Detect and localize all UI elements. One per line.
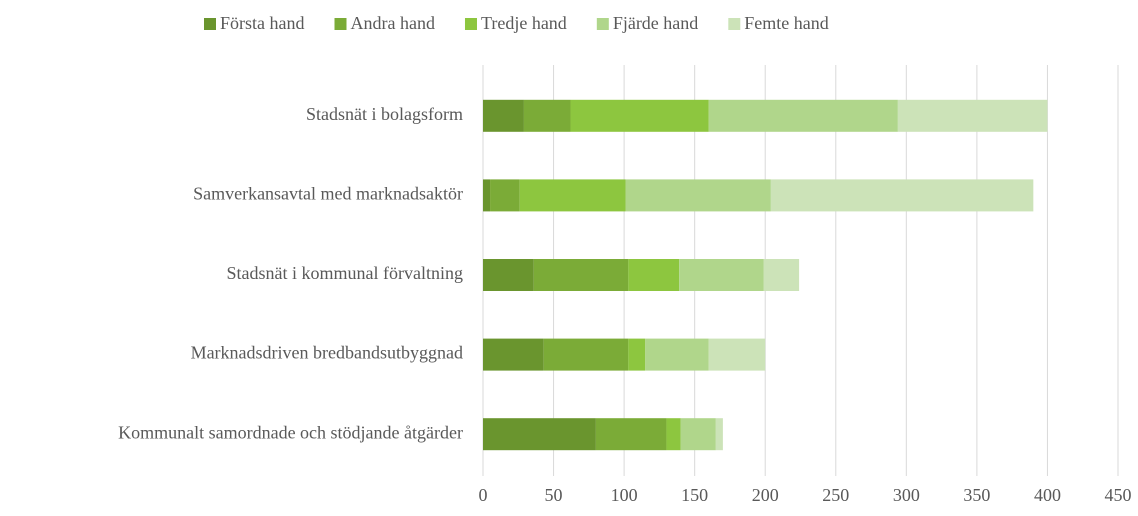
- bar-segment: [523, 99, 571, 132]
- y-tick-label: Stadsnät i bolagsform: [306, 104, 463, 124]
- legend-label: Tredje hand: [481, 13, 567, 33]
- bar-segment: [490, 179, 520, 212]
- bar-segment: [543, 338, 629, 371]
- bar-segment: [483, 338, 544, 371]
- y-tick-label: Samverkansavtal med marknadsaktör: [193, 184, 463, 204]
- bar-segment: [533, 259, 629, 291]
- bar-segment: [483, 99, 524, 132]
- legend-label: Fjärde hand: [613, 13, 698, 33]
- bar-segment: [708, 99, 898, 132]
- bar-segment: [519, 179, 626, 212]
- x-tick-label: 200: [752, 485, 779, 505]
- bar-segment: [570, 99, 709, 132]
- x-tick-label: 50: [545, 485, 563, 505]
- legend-swatch: [728, 18, 741, 30]
- y-tick-label: Kommunalt samordnade och stödjande åtgär…: [118, 422, 463, 442]
- bar-segment: [708, 338, 766, 371]
- bar-segment: [483, 179, 491, 212]
- x-tick-label: 300: [893, 485, 920, 505]
- bar-segment: [628, 338, 646, 371]
- bar-segment: [897, 99, 1048, 132]
- bar-segment: [645, 338, 709, 371]
- legend-swatch: [464, 18, 477, 30]
- bar-segment: [770, 179, 1034, 212]
- x-tick-label: 400: [1034, 485, 1061, 505]
- x-tick-label: 350: [963, 485, 990, 505]
- bar-segment: [628, 259, 680, 291]
- x-tick-label: 150: [681, 485, 708, 505]
- y-tick-label: Stadsnät i kommunal förvaltning: [227, 263, 463, 283]
- bar-segment: [715, 418, 723, 451]
- bar-segment: [680, 418, 716, 451]
- x-tick-label: 250: [822, 485, 849, 505]
- legend-label: Första hand: [220, 13, 305, 33]
- x-tick-label: 450: [1105, 485, 1132, 505]
- y-tick-label: Marknadsdriven bredbandsutbyggnad: [191, 343, 463, 363]
- bar-segment: [595, 418, 667, 451]
- x-tick-label: 100: [611, 485, 638, 505]
- legend-swatch: [596, 18, 609, 30]
- legend-swatch: [204, 18, 216, 30]
- bar-segment: [483, 418, 596, 451]
- legend-swatch: [334, 18, 347, 30]
- bar-segment: [763, 259, 800, 291]
- bar-segment: [625, 179, 771, 212]
- legend-label: Andra hand: [351, 13, 435, 33]
- bar-segment: [666, 418, 681, 451]
- x-tick-label: 0: [479, 485, 488, 505]
- bar-segment: [483, 259, 534, 291]
- legend-label: Femte hand: [744, 13, 828, 33]
- bar-segment: [679, 259, 764, 291]
